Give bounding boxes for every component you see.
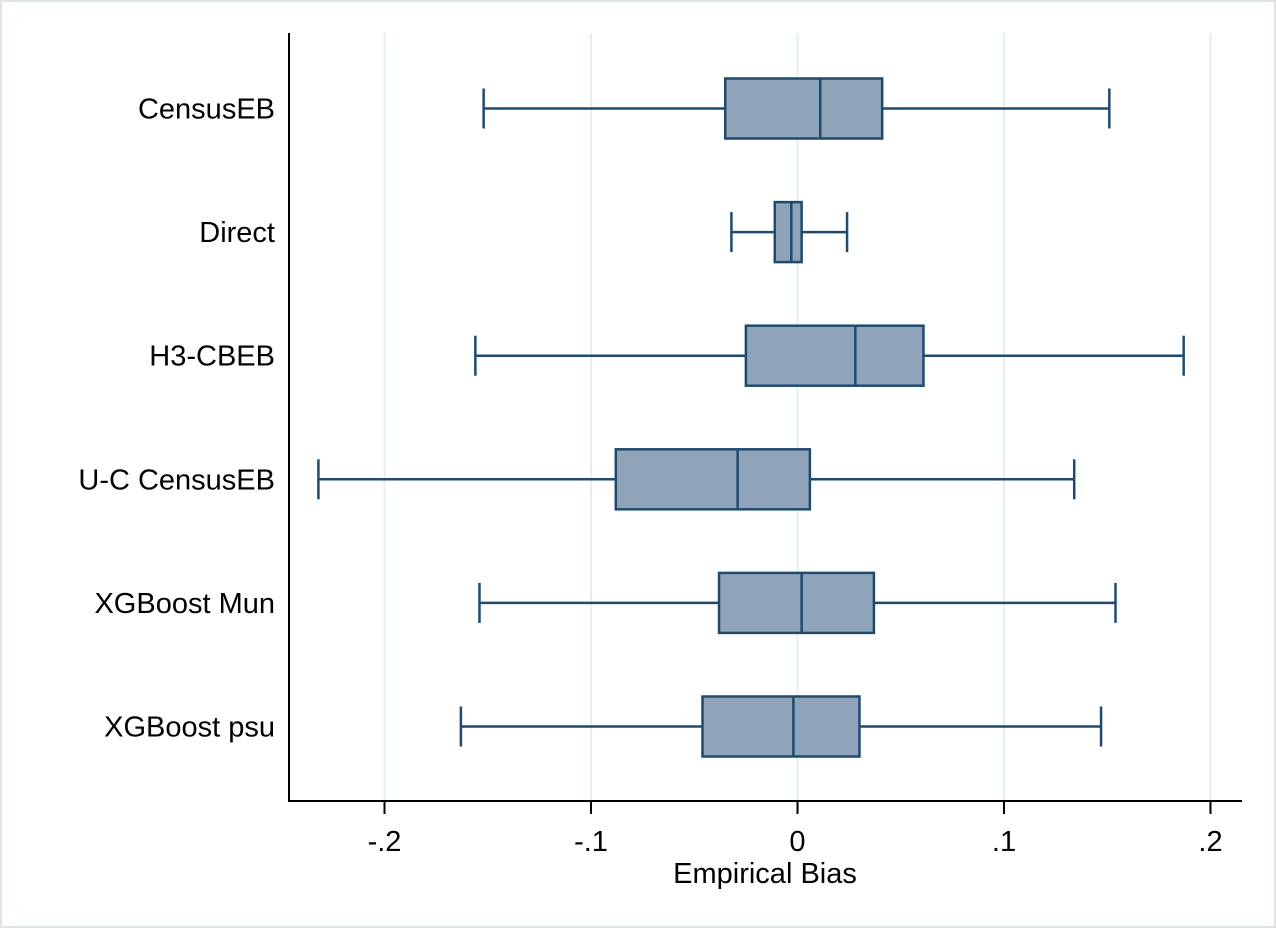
box-group — [459, 695, 1103, 758]
x-tick-label: .1 — [992, 826, 1016, 858]
iqr-box — [744, 324, 925, 387]
grid-lines — [383, 33, 1212, 801]
y-category-label: CensusEB — [138, 94, 275, 126]
box-group — [317, 448, 1076, 511]
x-axis-label: Empirical Bias — [673, 858, 857, 890]
y-category-label: H3-CBEB — [149, 341, 275, 373]
labels: -.2 -.1 0 .1 .2 CensusEB Direct H3-CBEB U-C Cens… — [78, 94, 1222, 859]
iqr-box — [701, 695, 861, 758]
iqr-box — [614, 448, 812, 511]
box-group — [482, 77, 1111, 140]
x-tick-label: -.1 — [574, 826, 608, 858]
y-category-label: XGBoost Mun — [94, 588, 275, 620]
box-group — [478, 571, 1117, 635]
boxes — [317, 77, 1185, 758]
box-group — [730, 200, 849, 264]
axes — [288, 33, 1242, 814]
y-category-label: U-C CensusEB — [78, 464, 275, 496]
y-category-label: Direct — [199, 217, 275, 249]
x-tick-label: 0 — [789, 826, 805, 858]
y-category-label: XGBoost psu — [104, 712, 275, 744]
iqr-box — [723, 77, 884, 140]
x-tick-label: .2 — [1198, 826, 1222, 858]
iqr-box — [773, 200, 803, 264]
iqr-box — [717, 571, 876, 635]
x-tick-label: -.2 — [368, 826, 402, 858]
box-group — [474, 324, 1185, 387]
